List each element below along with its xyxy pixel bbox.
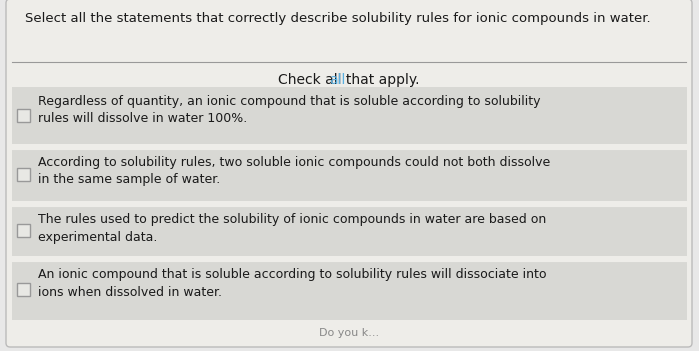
Text: Check all that apply.: Check all that apply. xyxy=(278,73,420,87)
FancyBboxPatch shape xyxy=(17,224,30,237)
Text: all: all xyxy=(329,73,345,87)
Text: According to solubility rules, two soluble ionic compounds could not both dissol: According to solubility rules, two solub… xyxy=(38,156,550,186)
Text: Select all the statements that correctly describe solubility rules for ionic com: Select all the statements that correctly… xyxy=(25,12,651,25)
FancyBboxPatch shape xyxy=(12,260,687,320)
Text: Do you k...: Do you k... xyxy=(319,328,379,338)
Text: The rules used to predict the solubility of ionic compounds in water are based o: The rules used to predict the solubility… xyxy=(38,213,546,244)
Text: An ionic compound that is soluble according to solubility rules will dissociate : An ionic compound that is soluble accord… xyxy=(38,268,547,298)
Text: all: all xyxy=(0,350,1,351)
Text: Check: Check xyxy=(0,350,1,351)
FancyBboxPatch shape xyxy=(17,108,30,121)
FancyBboxPatch shape xyxy=(6,0,692,347)
FancyBboxPatch shape xyxy=(17,283,30,296)
Text: Regardless of quantity, an ionic compound that is soluble according to solubilit: Regardless of quantity, an ionic compoun… xyxy=(38,95,540,126)
Text: that apply.: that apply. xyxy=(0,350,1,351)
FancyBboxPatch shape xyxy=(12,205,687,256)
FancyBboxPatch shape xyxy=(12,87,687,144)
FancyBboxPatch shape xyxy=(12,148,687,201)
FancyBboxPatch shape xyxy=(17,167,30,180)
